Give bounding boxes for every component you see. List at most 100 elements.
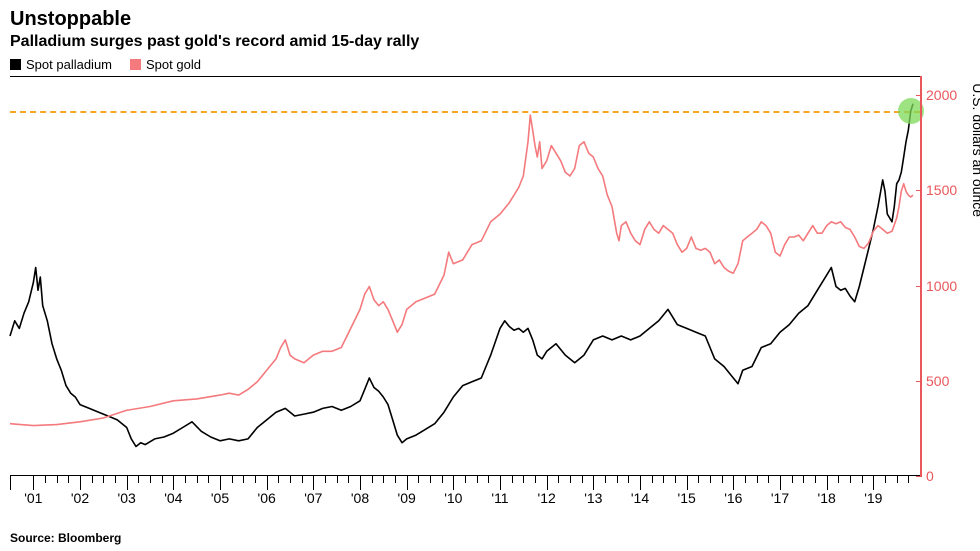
x-tick-label: '05	[211, 490, 229, 506]
x-tick-minor	[897, 476, 898, 483]
x-tick-major	[500, 476, 501, 490]
y-tick-label: 0	[926, 468, 970, 484]
x-tick-minor	[185, 476, 186, 483]
x-tick-minor	[208, 476, 209, 483]
y-tick-label: 1000	[926, 278, 970, 294]
x-tick-minor	[68, 476, 69, 483]
x-tick-label: '13	[584, 490, 602, 506]
y-tick-mark	[916, 95, 922, 96]
x-tick-minor	[722, 476, 723, 483]
x-tick-minor	[570, 476, 571, 483]
x-tick-minor	[663, 476, 664, 483]
x-tick-major	[733, 476, 734, 490]
x-tick-minor	[582, 476, 583, 483]
y-axis-line	[920, 76, 922, 476]
y-tick-label: 2000	[926, 87, 970, 103]
x-tick-label: '03	[118, 490, 136, 506]
x-tick-minor	[115, 476, 116, 483]
x-tick-label: '08	[351, 490, 369, 506]
x-tick-major	[547, 476, 548, 490]
x-tick-minor	[815, 476, 816, 483]
x-tick-minor	[442, 476, 443, 483]
x-tick-minor	[395, 476, 396, 483]
x-tick-minor	[383, 476, 384, 483]
x-tick-minor	[792, 476, 793, 483]
x-tick-minor	[232, 476, 233, 483]
x-tick-minor	[325, 476, 326, 483]
x-tick-minor	[103, 476, 104, 483]
x-tick-minor	[838, 476, 839, 483]
x-tick-major	[80, 476, 81, 490]
series-line	[10, 104, 913, 447]
y-tick-mark	[916, 286, 922, 287]
series-line	[10, 115, 913, 426]
x-tick-minor	[348, 476, 349, 483]
chart-subtitle: Palladium surges past gold's record amid…	[10, 33, 970, 51]
x-tick-major	[127, 476, 128, 490]
x-tick-minor	[57, 476, 58, 483]
x-tick-label: '01	[24, 490, 42, 506]
x-tick-minor	[290, 476, 291, 483]
legend-swatch	[130, 59, 141, 70]
x-tick-major	[220, 476, 221, 490]
x-tick-label: '19	[864, 490, 882, 506]
x-tick-label: '10	[444, 490, 462, 506]
x-tick-minor	[652, 476, 653, 483]
x-tick-minor	[92, 476, 93, 483]
x-tick-minor	[710, 476, 711, 483]
x-tick-minor	[885, 476, 886, 483]
x-tick-label: '06	[258, 490, 276, 506]
legend: Spot palladium Spot gold	[10, 57, 970, 72]
chart-source: Source: Bloomberg	[10, 531, 121, 545]
x-tick-minor	[430, 476, 431, 483]
x-tick-minor	[150, 476, 151, 483]
x-tick-minor	[337, 476, 338, 483]
x-tick-major	[873, 476, 874, 490]
x-tick-minor	[908, 476, 909, 483]
chart-title: Unstoppable	[10, 8, 970, 31]
plot-area: U.S. dollars an ounce '01'02'03'04'05'06…	[10, 76, 970, 506]
x-tick-minor	[278, 476, 279, 483]
x-tick-major	[453, 476, 454, 490]
x-tick-minor	[605, 476, 606, 483]
x-tick-minor	[477, 476, 478, 483]
x-tick-label: '12	[538, 490, 556, 506]
x-tick-label: '07	[304, 490, 322, 506]
x-tick-minor	[558, 476, 559, 483]
y-tick-mark	[916, 190, 922, 191]
x-tick-minor	[372, 476, 373, 483]
x-tick-minor	[617, 476, 618, 483]
x-tick-major	[407, 476, 408, 490]
x-tick-minor	[745, 476, 746, 483]
x-tick-label: '11	[491, 490, 508, 506]
x-tick-minor	[45, 476, 46, 483]
x-tick-major	[593, 476, 594, 490]
x-tick-major	[687, 476, 688, 490]
x-tick-major	[10, 476, 11, 490]
x-axis: '01'02'03'04'05'06'07'08'09'10'11'12'13'…	[10, 476, 920, 506]
x-tick-label: '04	[164, 490, 182, 506]
y-tick-label: 1500	[926, 182, 970, 198]
x-tick-label: '14	[631, 490, 649, 506]
x-tick-minor	[850, 476, 851, 483]
x-tick-minor	[197, 476, 198, 483]
x-tick-minor	[138, 476, 139, 483]
x-tick-major	[827, 476, 828, 490]
x-tick-minor	[523, 476, 524, 483]
legend-label: Spot gold	[146, 57, 201, 72]
x-tick-minor	[512, 476, 513, 483]
x-tick-minor	[628, 476, 629, 483]
x-tick-major	[640, 476, 641, 490]
x-tick-minor	[803, 476, 804, 483]
legend-swatch	[10, 59, 21, 70]
x-tick-minor	[255, 476, 256, 483]
legend-item-palladium: Spot palladium	[10, 57, 112, 72]
x-tick-label: '15	[678, 490, 696, 506]
x-tick-label: '02	[71, 490, 89, 506]
x-tick-major	[267, 476, 268, 490]
x-tick-label: '18	[818, 490, 836, 506]
x-tick-minor	[535, 476, 536, 483]
y-axis-label: U.S. dollars an ounce	[970, 83, 980, 217]
x-tick-major	[33, 476, 34, 490]
x-tick-major	[313, 476, 314, 490]
